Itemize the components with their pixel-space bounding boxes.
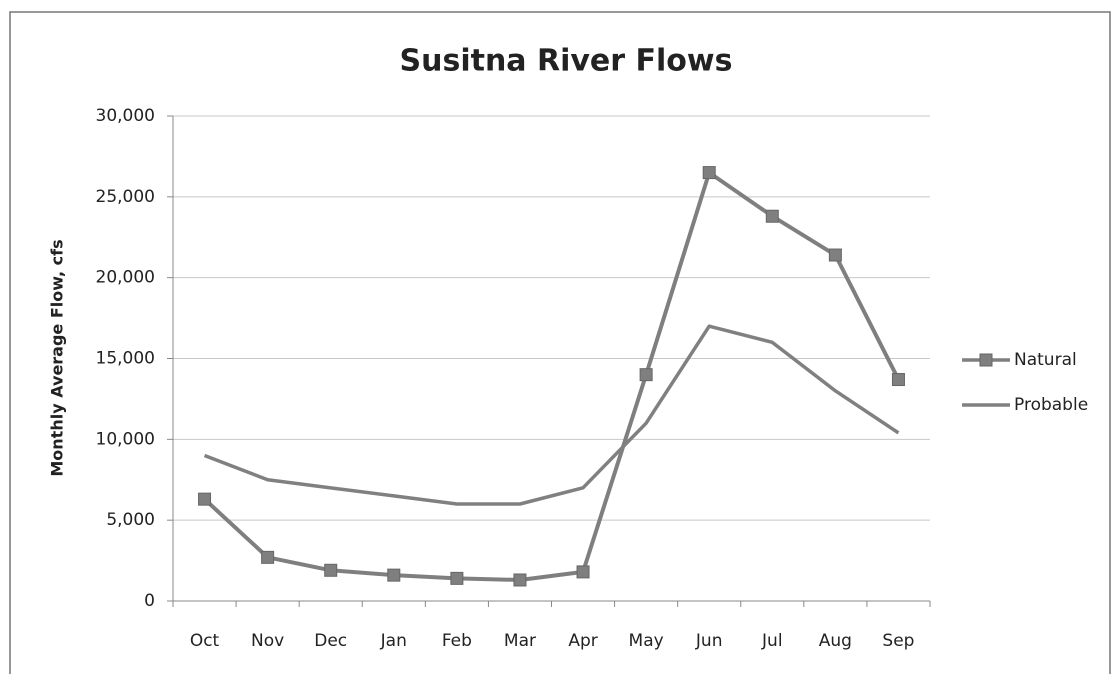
x-tick-label: Jun [695, 631, 723, 651]
x-tick-label: May [629, 631, 664, 651]
marker [639, 368, 653, 382]
x-tick-label: Mar [504, 631, 536, 651]
y-tick-label: 5,000 [106, 510, 155, 530]
y-tick-label: 25,000 [96, 187, 155, 207]
x-tick-label: Dec [314, 631, 347, 651]
marker [324, 563, 338, 577]
marker [198, 492, 212, 506]
legend-marker [979, 353, 993, 367]
x-tick-label: Apr [568, 631, 597, 651]
x-tick-label: Nov [251, 631, 284, 651]
y-tick-label: 10,000 [96, 429, 155, 449]
marker [513, 573, 527, 587]
marker [261, 550, 275, 564]
legend-label: Natural [1014, 350, 1077, 370]
y-tick-label: 0 [144, 591, 155, 611]
marker [891, 373, 905, 387]
legend-label: Probable [1014, 395, 1088, 415]
marker [702, 166, 716, 180]
x-tick-label: Jul [761, 631, 783, 651]
y-tick-label: 30,000 [96, 106, 155, 126]
marker [387, 568, 401, 582]
marker [450, 571, 464, 585]
x-tick-label: Oct [190, 631, 220, 651]
x-tick-label: Jan [380, 631, 407, 651]
y-axis-label: Monthly Average Flow, cfs [48, 239, 67, 476]
series-line [203, 170, 901, 582]
x-tick-label: Aug [819, 631, 852, 651]
marker [765, 209, 779, 223]
series-line [203, 324, 900, 506]
y-tick-label: 15,000 [96, 349, 155, 369]
x-tick-label: Feb [442, 631, 472, 651]
x-tick-label: Sep [882, 631, 914, 651]
chart-title: Susitna River Flows [400, 44, 733, 79]
marker [828, 248, 842, 262]
y-tick-label: 20,000 [96, 268, 155, 288]
marker [576, 565, 590, 579]
chart-frame [9, 11, 1111, 674]
